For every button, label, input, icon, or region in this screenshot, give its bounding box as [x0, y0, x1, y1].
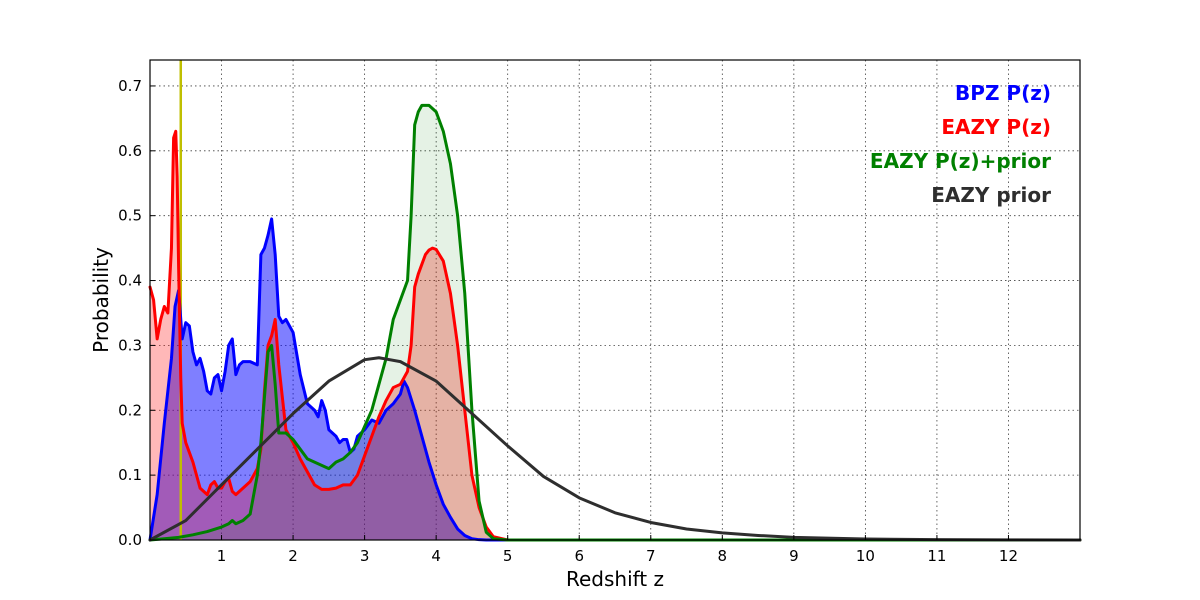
y-tick-label-6: 0.6: [118, 142, 142, 160]
x-tick-label-2: 3: [360, 547, 370, 565]
y-tick-label-1: 0.1: [118, 466, 142, 484]
x-tick-label-6: 7: [646, 547, 656, 565]
series-line-eazy-prior: [148, 356, 1082, 542]
series-lines: [148, 103, 1082, 542]
y-tick-label-7: 0.7: [118, 77, 142, 95]
x-tick-label-7: 8: [718, 547, 728, 565]
x-tick-label-5: 6: [574, 547, 584, 565]
y-tick-label-3: 0.3: [118, 336, 142, 354]
x-tick-label-9: 10: [856, 547, 875, 565]
x-tick-label-8: 9: [789, 547, 799, 565]
series-line-eazy-p-z-prior: [148, 103, 1082, 542]
plot-frame: [149, 59, 1081, 541]
series-fills: [150, 105, 1080, 541]
y-axis-ticks: 0.0 0.1 0.2 0.3 0.4 0.5 0.6 0.7: [118, 77, 155, 549]
x-tick-label-4: 5: [503, 547, 513, 565]
series-fill-bpz-p-z: [150, 218, 1080, 541]
x-tick-label-11: 12: [999, 547, 1018, 565]
legend-entry-eazy-prior: EAZY prior: [931, 183, 1051, 207]
series-line-bpz-p-z: [148, 217, 1082, 542]
x-tick-label-0: 1: [217, 547, 227, 565]
y-tick-label-2: 0.2: [118, 401, 142, 419]
x-axis-label: Redshift z: [566, 567, 664, 591]
legend-entry-eazy-p-z-prior: EAZY P(z)+prior: [870, 149, 1051, 173]
y-axis-label: Probability: [89, 247, 113, 353]
series-fill-eazy-p-z-prior: [150, 105, 1080, 540]
y-tick-label-4: 0.4: [118, 272, 142, 290]
x-tick-label-3: 4: [431, 547, 441, 565]
legend-entry-eazy-p-z: EAZY P(z): [941, 115, 1051, 139]
x-tick-label-1: 2: [288, 547, 298, 565]
y-tick-label-5: 0.5: [118, 207, 142, 225]
x-tick-label-10: 11: [927, 547, 946, 565]
y-tick-label-0: 0.0: [118, 531, 142, 549]
legend: BPZ P(z) EAZY P(z) EAZY P(z)+prior EAZY pri…: [870, 81, 1051, 207]
series-fill-eazy-p-z: [150, 131, 1080, 540]
x-axis-ticks: 1 2 3 4 5 6 7 8 9 10 11 12: [217, 535, 1018, 565]
legend-entry-bpz-p-z: BPZ P(z): [955, 81, 1051, 105]
